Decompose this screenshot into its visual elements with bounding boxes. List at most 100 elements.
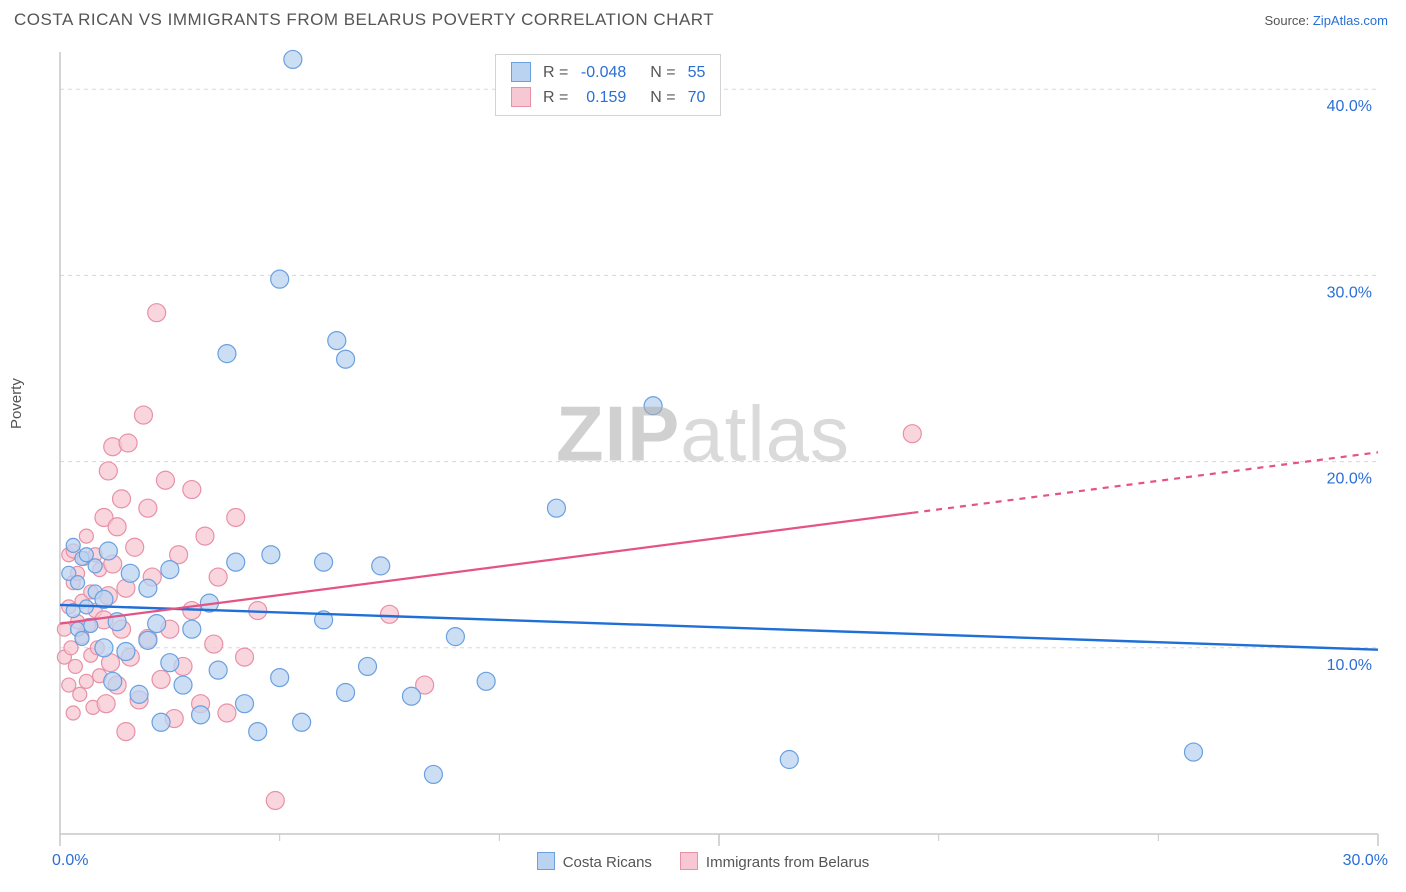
- stat-n-value: 70: [683, 86, 711, 109]
- chart-title: COSTA RICAN VS IMMIGRANTS FROM BELARUS P…: [14, 10, 714, 30]
- legend-swatch: [537, 852, 555, 870]
- data-point: [192, 706, 210, 724]
- series-legend: Costa Ricans Immigrants from Belarus: [14, 844, 1392, 878]
- legend-swatch: [511, 87, 531, 107]
- source-link[interactable]: ZipAtlas.com: [1313, 13, 1388, 28]
- data-point: [71, 576, 85, 590]
- stat-n-label: N =: [645, 86, 680, 109]
- trend-line: [60, 605, 1378, 650]
- data-point: [446, 628, 464, 646]
- data-point: [227, 553, 245, 571]
- data-point: [780, 751, 798, 769]
- chart-header: COSTA RICAN VS IMMIGRANTS FROM BELARUS P…: [0, 0, 1406, 36]
- y-tick-label: 20.0%: [1327, 471, 1372, 488]
- data-point: [266, 791, 284, 809]
- data-point: [183, 481, 201, 499]
- data-point: [328, 332, 346, 350]
- chart-container: Poverty 10.0%20.0%30.0%40.0% ZIPatlas R …: [14, 40, 1392, 878]
- data-point: [148, 304, 166, 322]
- data-point: [271, 669, 289, 687]
- data-point: [227, 508, 245, 526]
- data-point: [359, 657, 377, 675]
- stat-n-label: N =: [645, 61, 680, 84]
- data-point: [1184, 743, 1202, 761]
- stats-legend: R = -0.048 N = 55 R = 0.159 N = 70: [495, 54, 721, 116]
- legend-swatch: [511, 62, 531, 82]
- data-point: [284, 50, 302, 68]
- data-point: [547, 499, 565, 517]
- stat-n-value: 55: [683, 61, 711, 84]
- data-point: [196, 527, 214, 545]
- source-label: Source: ZipAtlas.com: [1264, 13, 1388, 28]
- data-point: [183, 620, 201, 638]
- data-point: [99, 462, 117, 480]
- stats-row: R = 0.159 N = 70: [506, 86, 710, 109]
- data-point: [424, 765, 442, 783]
- data-point: [121, 564, 139, 582]
- data-point: [903, 425, 921, 443]
- scatter-chart: 10.0% 20.0% 30.0% 40.0%: [14, 40, 1392, 878]
- stat-r-label: R =: [538, 61, 573, 84]
- data-point: [161, 561, 179, 579]
- data-point: [113, 490, 131, 508]
- y-tick-label: 30.0%: [1327, 284, 1372, 301]
- data-point: [117, 643, 135, 661]
- data-point: [79, 674, 93, 688]
- y-axis-label: Poverty: [8, 378, 25, 429]
- data-point: [66, 706, 80, 720]
- legend-label: Immigrants from Belarus: [706, 854, 869, 871]
- data-point: [66, 538, 80, 552]
- data-point: [139, 631, 157, 649]
- trend-line: [60, 513, 912, 624]
- data-point: [236, 695, 254, 713]
- data-point: [271, 270, 289, 288]
- data-point: [95, 639, 113, 657]
- data-point: [68, 659, 82, 673]
- data-point: [315, 553, 333, 571]
- stats-row: R = -0.048 N = 55: [506, 61, 710, 84]
- data-point: [262, 546, 280, 564]
- data-point: [205, 635, 223, 653]
- data-point: [75, 632, 89, 646]
- data-point: [337, 683, 355, 701]
- legend-item: Costa Ricans: [537, 852, 652, 871]
- data-point: [139, 499, 157, 517]
- data-point: [139, 579, 157, 597]
- legend-item: Immigrants from Belarus: [680, 852, 869, 871]
- stat-r-value: 0.159: [575, 86, 631, 109]
- data-point: [97, 695, 115, 713]
- data-point: [174, 676, 192, 694]
- data-point: [218, 704, 236, 722]
- data-point: [156, 471, 174, 489]
- data-point: [236, 648, 254, 666]
- data-point: [372, 557, 390, 575]
- data-point: [134, 406, 152, 424]
- data-point: [126, 538, 144, 556]
- data-point: [104, 672, 122, 690]
- data-point: [209, 568, 227, 586]
- legend-swatch: [680, 852, 698, 870]
- data-point: [337, 350, 355, 368]
- data-point: [119, 434, 137, 452]
- data-point: [57, 622, 71, 636]
- data-point: [293, 713, 311, 731]
- y-tick-label: 40.0%: [1327, 98, 1372, 115]
- data-point: [88, 559, 102, 573]
- data-point: [117, 723, 135, 741]
- data-point: [73, 687, 87, 701]
- stat-r-value: -0.048: [575, 61, 631, 84]
- data-point: [161, 654, 179, 672]
- y-tick-label: 10.0%: [1327, 657, 1372, 674]
- data-point: [108, 518, 126, 536]
- data-point: [148, 615, 166, 633]
- data-point: [644, 397, 662, 415]
- data-point: [218, 345, 236, 363]
- data-point: [209, 661, 227, 679]
- data-point: [249, 723, 267, 741]
- data-point: [79, 529, 93, 543]
- stat-r-label: R =: [538, 86, 573, 109]
- legend-label: Costa Ricans: [563, 854, 652, 871]
- data-point: [402, 687, 420, 705]
- data-point: [152, 670, 170, 688]
- data-point: [381, 605, 399, 623]
